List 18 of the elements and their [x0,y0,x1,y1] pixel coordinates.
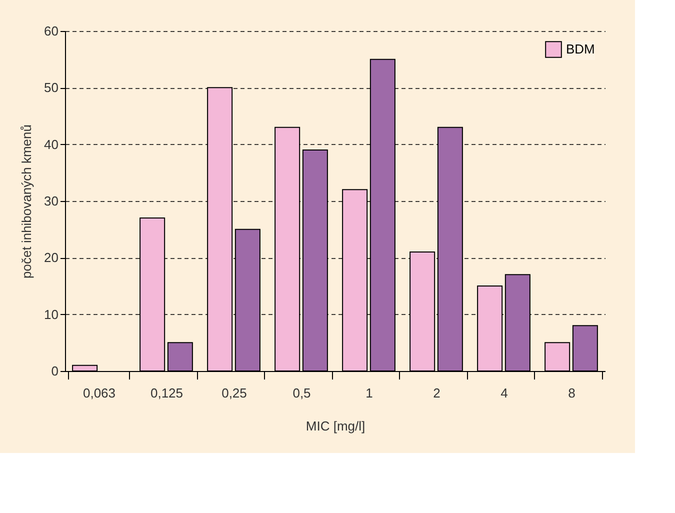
x-tick-label: 4 [500,386,508,400]
x-tick-label: 0,5 [292,386,311,400]
x-tick-label: 8 [568,386,576,400]
x-tick-label: 1 [366,386,373,400]
y-tick-label: 60 [44,24,58,38]
x-tick-label: 0,25 [222,386,247,400]
x-tick-label: 0,063 [82,386,116,400]
y-tick-label: 0 [51,364,58,378]
y-tick-label: 20 [44,250,58,266]
y-tick-label: 30 [44,194,58,208]
x-axis-title: MIC [mg/l] [306,418,366,434]
y-tick-label: 50 [44,80,58,96]
x-tick-label: 0,125 [150,386,184,400]
x-tick-label: 2 [433,386,440,400]
y-tick-label: 10 [44,306,58,322]
legend-label: BDM [566,42,595,56]
y-axis-title: počet inhibovaných kmenů [19,124,34,278]
y-tick-label: 40 [44,136,58,152]
